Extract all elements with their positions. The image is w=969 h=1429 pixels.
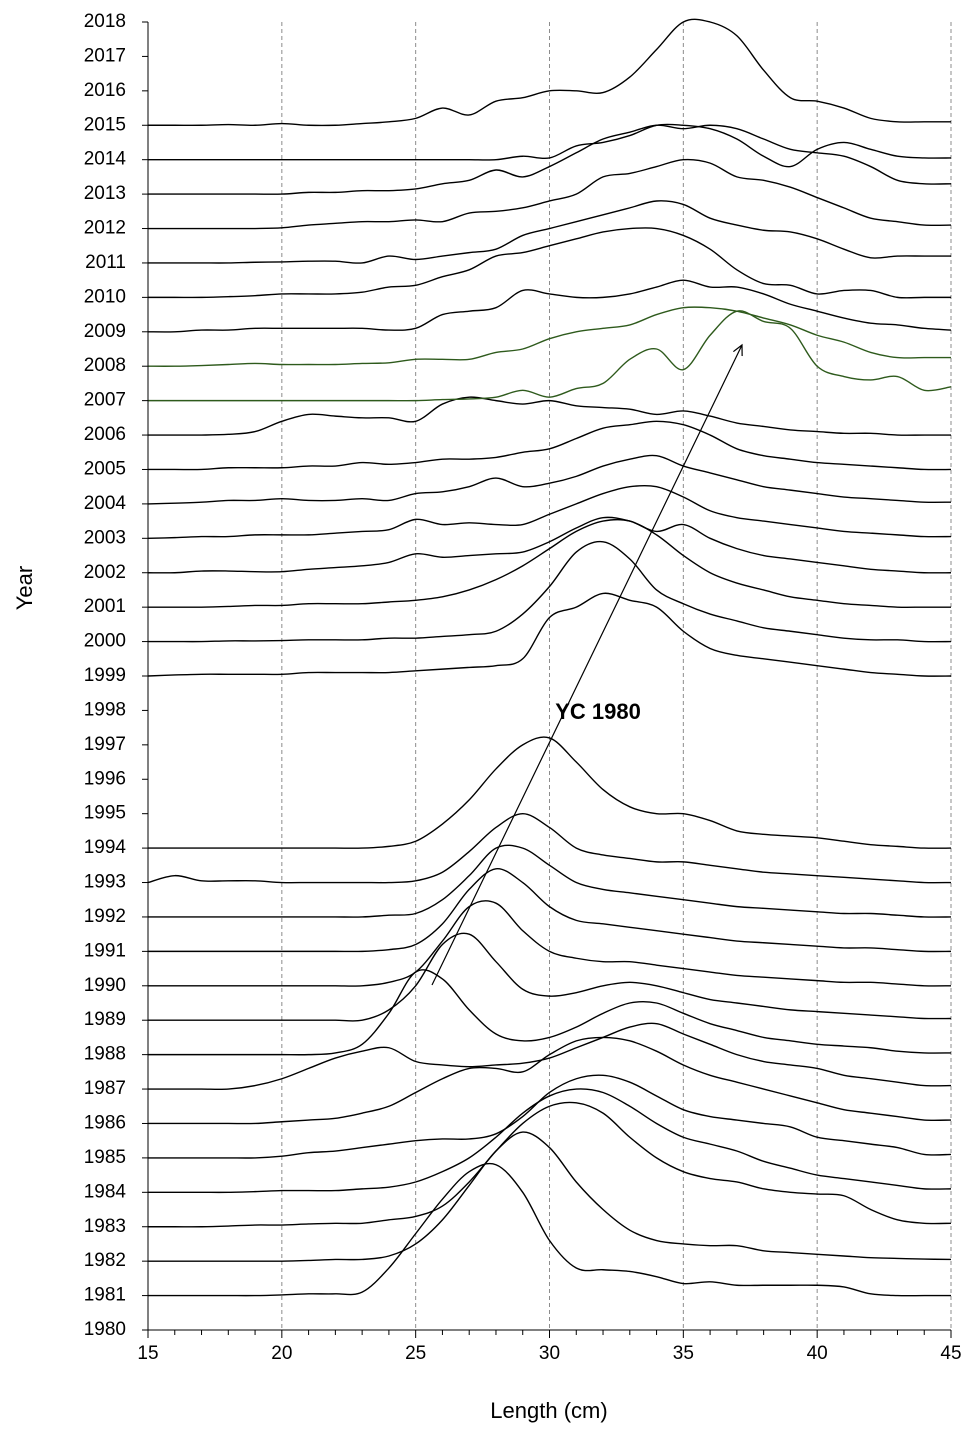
x-tick-label: 35 [673, 1343, 694, 1364]
series [147, 18, 952, 1297]
x-tick-label: 20 [271, 1343, 292, 1364]
y-tick-label: 1997 [84, 734, 126, 755]
y-tick-label: 1980 [84, 1319, 126, 1340]
y-tick-label: 1982 [84, 1250, 126, 1271]
ridge-line [147, 454, 952, 505]
ridge-line [148, 1101, 952, 1228]
y-tick-label: 2018 [84, 11, 126, 32]
ridge-line [148, 18, 951, 127]
y-tick-label: 1986 [84, 1112, 126, 1133]
ridge-line [148, 227, 951, 299]
grid [281, 22, 952, 1330]
y-tick-label: 2017 [84, 45, 126, 66]
y-tick-label: 1995 [84, 803, 126, 824]
y-tick-label: 2013 [84, 183, 126, 204]
y-tick-label: 1987 [84, 1078, 126, 1099]
ridge-line [148, 540, 952, 643]
y-tick-label: 2003 [84, 527, 126, 548]
y-tick-label: 2008 [84, 355, 126, 376]
ridge-line [147, 200, 951, 264]
y-tick-label: 2012 [84, 218, 126, 239]
ridge-line [148, 844, 952, 918]
y-tick-label: 1994 [84, 837, 127, 858]
ridge-line [147, 310, 952, 402]
ridge-line [148, 1162, 951, 1297]
ridge-line [148, 1088, 952, 1194]
x-axis-label: Length (cm) [490, 1398, 607, 1423]
ridge-line [147, 868, 952, 953]
y-tick-label: 1981 [84, 1285, 126, 1306]
x-tick-label: 30 [539, 1343, 560, 1364]
y-tick-label: 2001 [84, 596, 126, 617]
y-tick-label: 1996 [84, 768, 126, 789]
y-tick-label: 1988 [84, 1044, 126, 1065]
ridge-line [147, 592, 952, 677]
y-tick-label: 1990 [84, 975, 126, 996]
ridge-line [148, 900, 952, 987]
ridge-line [147, 124, 952, 195]
x-tick-label: 25 [405, 1343, 426, 1364]
y-tick-label: 2004 [84, 493, 127, 514]
ridge-line [147, 736, 952, 849]
y-tick-label: 1993 [84, 872, 126, 893]
y-tick-label: 1998 [84, 699, 126, 720]
y-axis-label: Year [12, 566, 37, 610]
ridge-line [147, 1022, 952, 1091]
ridge-line [148, 1074, 952, 1159]
ridge-line [147, 123, 952, 168]
y-tick-label: 2000 [84, 631, 126, 652]
x-tick-label: 45 [940, 1343, 961, 1364]
ridge-line [147, 516, 952, 574]
y-tick-label: 1989 [84, 1009, 126, 1030]
annotation: YC 1980 [555, 699, 641, 724]
axes: 15 20 25 30 35 40 45 1980 1981 1982 1983 1984 1985 19… [84, 11, 962, 1364]
y-tick-label: 1984 [84, 1181, 127, 1202]
ridge-line [148, 1131, 952, 1262]
ridge-line [147, 812, 952, 884]
ridge-line [148, 932, 952, 1022]
y-tick-label: 2014 [84, 149, 127, 170]
cohort-arrow [431, 345, 742, 986]
y-tick-label: 1983 [84, 1216, 126, 1237]
y-tick-label: 1999 [84, 665, 126, 686]
x-tick-label: 15 [137, 1343, 158, 1364]
y-tick-label: 1991 [84, 940, 126, 961]
ridge-line [147, 306, 951, 367]
ridge-line [147, 484, 952, 540]
ridge-line [148, 396, 951, 436]
y-tick-label: 2016 [84, 80, 126, 101]
ridge-line [148, 1036, 952, 1125]
ridge-line [147, 158, 952, 230]
y-tick-label: 2002 [84, 562, 126, 583]
y-tick-label: 2009 [84, 321, 126, 342]
y-tick-label: 2007 [84, 390, 126, 411]
y-tick-label: 1992 [84, 906, 126, 927]
y-tick-label: 2006 [84, 424, 126, 445]
ridge-line [147, 279, 952, 333]
ridge-line [147, 518, 951, 608]
ridge-line [148, 969, 952, 1056]
y-tick-label: 2010 [84, 286, 126, 307]
y-tick-label: 2005 [84, 458, 126, 479]
y-tick-label: 1985 [84, 1147, 126, 1168]
x-tick-label: 40 [807, 1343, 828, 1364]
ridge-line [148, 420, 952, 471]
y-tick-label: 2015 [84, 114, 126, 135]
y-tick-label: 2011 [85, 252, 126, 273]
